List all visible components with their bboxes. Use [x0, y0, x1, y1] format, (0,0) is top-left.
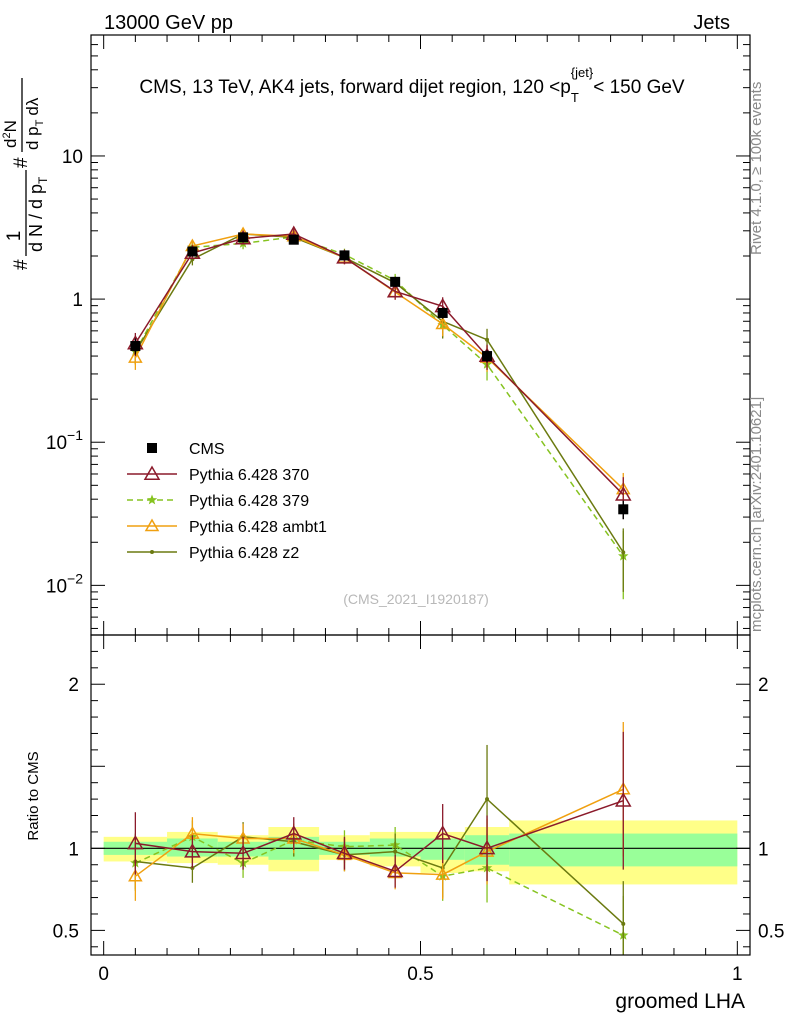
main-ylabel: # 1 d N / d pT # d2N d pTdλ — [1, 78, 50, 270]
point-cms — [288, 234, 299, 245]
y-tick-label: 10−2 — [46, 570, 83, 597]
ratio-y-tick-label: 0.5 — [53, 921, 79, 942]
ratio-point-z2 — [621, 921, 626, 926]
legend-marker-ambt1 — [144, 518, 160, 532]
point-p370 — [386, 282, 404, 298]
legend-label-p370: Pythia 6.428 370 — [189, 467, 309, 484]
ratio-point-p370 — [285, 825, 303, 840]
point-cms — [238, 232, 249, 243]
ratio-y-tick-label: 2 — [68, 675, 79, 696]
legend-marker-cms — [147, 443, 157, 453]
ratio-point-z2 — [393, 849, 398, 854]
point-z2 — [485, 337, 490, 342]
ratio-y-tick-label: 1 — [68, 839, 79, 860]
point-p370 — [614, 486, 632, 501]
point-cms — [187, 246, 198, 257]
svg-text:#: # — [11, 259, 32, 270]
x-tick-label: 0 — [98, 964, 109, 985]
mcplots-label: mcplots.cern.ch [arXiv:2401.10621] — [748, 397, 765, 632]
header-left: 13000 GeV pp — [104, 12, 233, 34]
y-tick-label: 10−1 — [46, 427, 83, 454]
x-tick-label: 0.5 — [407, 964, 433, 985]
legend-marker-p370 — [143, 465, 161, 480]
main-panel: (CMS_2021_I1920187) 10−2 10−1 1 10 CMS, 13 … — [46, 34, 751, 636]
point-z2 — [621, 550, 626, 555]
legend-item-z2: Pythia 6.428 z2 — [127, 545, 299, 562]
ratio-point-p370 — [336, 844, 353, 860]
ratio-point-p370 — [386, 862, 404, 878]
series-z2 — [133, 228, 626, 592]
ratio-line-p379 — [135, 835, 624, 936]
legend-label-p379: Pythia 6.428 379 — [189, 493, 309, 510]
legend-label-cms: CMS — [189, 441, 225, 458]
legend-marker-p379 — [146, 494, 158, 505]
point-cms — [339, 250, 350, 261]
legend-marker-z2 — [150, 550, 154, 554]
ratio-point-p370 — [434, 825, 451, 840]
ratio-point-ambt1 — [435, 867, 450, 880]
ratio-y-tick-label-right: 1 — [758, 839, 769, 860]
ratio-point-p370 — [234, 844, 252, 860]
point-ambt1 — [128, 350, 143, 363]
svg-text:1: 1 — [4, 231, 25, 242]
svg-text:d N / d pT: d N / d pT — [26, 176, 50, 252]
legend-item-p370: Pythia 6.428 370 — [127, 465, 309, 484]
y-tick-label: 1 — [72, 290, 83, 311]
ratio-frame — [90, 634, 751, 956]
ratio-point-ambt1 — [128, 868, 143, 882]
ratio-y-tick-label-right: 2 — [758, 675, 769, 696]
main-title: CMS, 13 TeV, AK4 jets, forward dijet reg… — [139, 65, 685, 105]
svg-text:d2N: d2N — [1, 120, 20, 148]
ratio-xlabel: groomed LHA — [615, 990, 745, 1013]
point-cms — [437, 307, 448, 318]
ratio-point-p370 — [127, 834, 144, 850]
point-cms — [130, 341, 141, 352]
legend-item-ambt1: Pythia 6.428 ambt1 — [127, 518, 327, 536]
legend-label-ambt1: Pythia 6.428 ambt1 — [189, 519, 327, 536]
rivet-label: Rivet 4.1.0, ≥ 100k events — [748, 82, 765, 255]
point-ambt1 — [435, 316, 450, 330]
point-cms — [618, 504, 629, 515]
ratio-point-z2 — [485, 797, 490, 802]
x-tick-label: 1 — [732, 964, 743, 985]
ratio-point-p370 — [184, 843, 201, 858]
legend-item-p379: Pythia 6.428 379 — [127, 493, 309, 510]
legend-item-cms: CMS — [147, 441, 225, 458]
legend-label-z2: Pythia 6.428 z2 — [189, 545, 299, 562]
svg-text:#: # — [11, 157, 32, 168]
ratio-point-p370 — [478, 839, 496, 855]
svg-text:d pTdλ: d pTdλ — [23, 97, 46, 150]
point-cms — [482, 351, 493, 362]
ratio-point-p370 — [614, 792, 632, 807]
point-cms — [390, 276, 401, 287]
header-right: Jets — [693, 12, 730, 34]
legend: CMS Pythia 6.428 370 Pythia 6.428 379 Pythi… — [127, 441, 327, 562]
series-cms — [130, 232, 629, 520]
ratio-y-tick-label-right: 0.5 — [758, 921, 784, 942]
ratio-ylabel: Ratio to CMS — [25, 751, 42, 840]
ratio-series-p370 — [127, 731, 632, 888]
y-tick-label: 10 — [62, 147, 83, 168]
watermark: (CMS_2021_I1920187) — [343, 591, 489, 607]
ratio-panel: 0.5 0.5 1 1 2 2 0 0.5 1 — [53, 634, 784, 985]
